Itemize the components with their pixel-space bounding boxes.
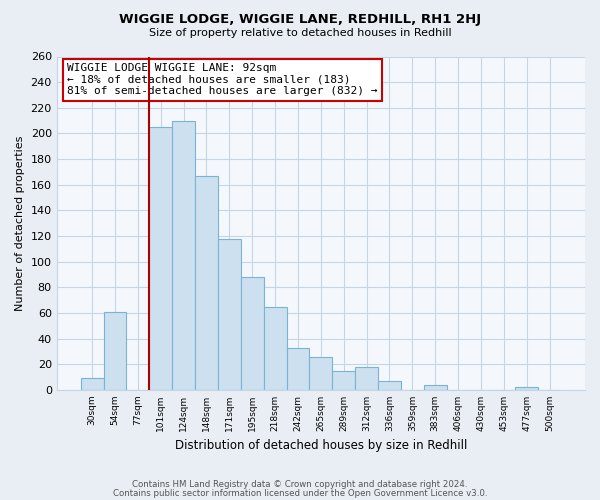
Text: Contains HM Land Registry data © Crown copyright and database right 2024.: Contains HM Land Registry data © Crown c… [132, 480, 468, 489]
Bar [355, 367, 378, 390]
X-axis label: Distribution of detached houses by size in Redhill: Distribution of detached houses by size … [175, 440, 467, 452]
Bar [218, 238, 241, 390]
Text: Contains public sector information licensed under the Open Government Licence v3: Contains public sector information licen… [113, 488, 487, 498]
Text: WIGGIE LODGE WIGGIE LANE: 92sqm
← 18% of detached houses are smaller (183)
81% o: WIGGIE LODGE WIGGIE LANE: 92sqm ← 18% of… [67, 63, 378, 96]
Bar [515, 388, 538, 390]
Bar [287, 348, 310, 390]
Bar [310, 356, 332, 390]
Bar [332, 370, 355, 390]
Bar [104, 312, 127, 390]
Bar [149, 127, 172, 390]
Bar [378, 381, 401, 390]
Bar [172, 120, 195, 390]
Text: Size of property relative to detached houses in Redhill: Size of property relative to detached ho… [149, 28, 451, 38]
Bar [263, 306, 287, 390]
Y-axis label: Number of detached properties: Number of detached properties [15, 136, 25, 311]
Bar [241, 277, 263, 390]
Bar [424, 385, 446, 390]
Text: WIGGIE LODGE, WIGGIE LANE, REDHILL, RH1 2HJ: WIGGIE LODGE, WIGGIE LANE, REDHILL, RH1 … [119, 12, 481, 26]
Bar [195, 176, 218, 390]
Bar [80, 378, 104, 390]
